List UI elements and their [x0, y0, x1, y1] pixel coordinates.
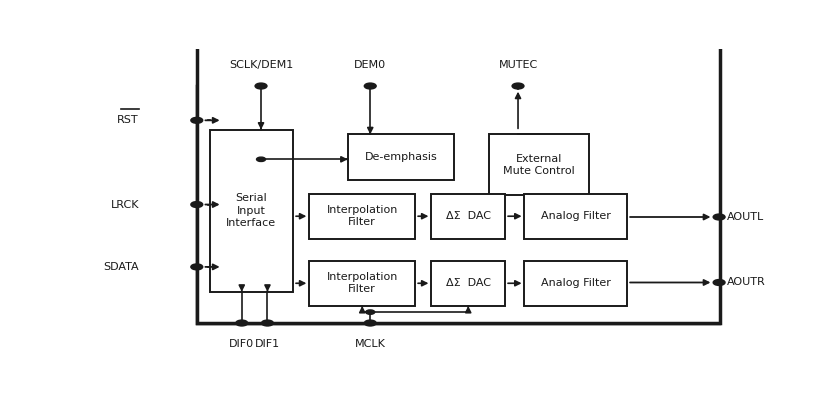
Text: Analog Filter: Analog Filter — [540, 211, 610, 221]
Bar — [196, 86, 718, 323]
Bar — [209, 130, 293, 292]
Bar — [309, 194, 415, 239]
Circle shape — [190, 117, 202, 123]
Text: SDATA: SDATA — [104, 262, 139, 272]
Bar — [489, 134, 588, 195]
Text: RST: RST — [118, 115, 139, 125]
Text: ΔΣ  DAC: ΔΣ DAC — [445, 278, 490, 288]
Circle shape — [190, 202, 202, 207]
Circle shape — [364, 320, 376, 326]
Text: SCLK/DEM1: SCLK/DEM1 — [229, 60, 293, 70]
Bar — [431, 194, 504, 239]
Circle shape — [712, 280, 724, 285]
Text: DIF1: DIF1 — [254, 339, 280, 349]
Text: De-emphasis: De-emphasis — [364, 152, 436, 162]
Circle shape — [256, 157, 265, 162]
Circle shape — [712, 214, 724, 220]
Text: Serial
Input
Interface: Serial Input Interface — [226, 193, 276, 228]
Bar — [524, 261, 627, 306]
Text: Interpolation
Filter: Interpolation Filter — [326, 272, 397, 294]
Circle shape — [512, 83, 523, 89]
Bar — [348, 134, 453, 179]
Text: ΔΣ  DAC: ΔΣ DAC — [445, 211, 490, 221]
Text: MCLK: MCLK — [354, 339, 385, 349]
Circle shape — [255, 83, 267, 89]
Bar — [431, 261, 504, 306]
Text: Interpolation
Filter: Interpolation Filter — [326, 205, 397, 228]
Circle shape — [365, 310, 374, 314]
Circle shape — [364, 83, 376, 89]
Text: DEM0: DEM0 — [354, 60, 386, 70]
Text: External
Mute Control: External Mute Control — [503, 153, 574, 176]
Text: MUTEC: MUTEC — [498, 60, 537, 70]
Circle shape — [190, 264, 202, 270]
Circle shape — [262, 320, 273, 326]
Text: Analog Filter: Analog Filter — [540, 278, 610, 288]
Bar — [196, 11, 720, 323]
Text: DIF0: DIF0 — [229, 339, 254, 349]
Bar — [309, 261, 415, 306]
Text: AOUTR: AOUTR — [726, 277, 764, 288]
Text: LRCK: LRCK — [110, 200, 139, 209]
Bar — [524, 194, 627, 239]
Text: AOUTL: AOUTL — [726, 212, 763, 222]
Circle shape — [236, 320, 248, 326]
